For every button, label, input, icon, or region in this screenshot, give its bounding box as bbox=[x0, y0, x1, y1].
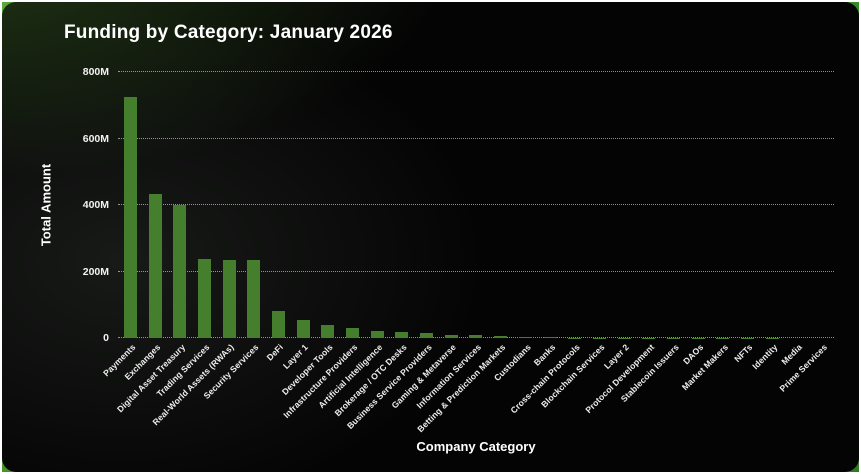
bar-slot: Brokerage / OTC Desks bbox=[333, 72, 415, 418]
category-label: NFTs bbox=[732, 342, 755, 365]
bar-slot: Blockchain Services bbox=[539, 72, 612, 410]
x-axis-label: Company Category bbox=[416, 439, 536, 454]
bar-slot: Exchanges bbox=[122, 72, 168, 382]
bar bbox=[321, 325, 335, 338]
bar-series: Payments Exchanges Digital Asset Treasury T… bbox=[101, 72, 834, 434]
bar bbox=[395, 332, 409, 338]
bar-slot: Information Services bbox=[414, 72, 489, 411]
bar bbox=[148, 194, 162, 338]
bar bbox=[173, 205, 187, 338]
y-tick-label: 800M bbox=[82, 66, 109, 78]
bar bbox=[346, 328, 360, 338]
bar-slot: Betting & Prediction Markets bbox=[416, 72, 513, 434]
bar-slot: Gaming & Metaverse bbox=[390, 72, 464, 410]
bar-slot: DAOs bbox=[681, 72, 711, 366]
bar bbox=[271, 311, 285, 338]
bar-slot: Security Services bbox=[202, 72, 266, 401]
bar-slot: Stablecoin Issuers bbox=[618, 72, 686, 404]
bar bbox=[518, 337, 532, 338]
gridline bbox=[118, 71, 834, 72]
bar-slot: Banks bbox=[531, 72, 563, 368]
bar bbox=[469, 335, 483, 338]
bar-slot: Prime Services bbox=[777, 72, 834, 394]
y-axis-label: Total Amount bbox=[38, 163, 54, 247]
bar bbox=[222, 259, 236, 338]
bar-slot: Layer 1 bbox=[281, 72, 316, 371]
bar-slot: Trading Services bbox=[155, 72, 217, 399]
bar-slot: NFTs bbox=[733, 72, 760, 364]
bar-slot: Identity bbox=[750, 72, 785, 371]
chart-title: Funding by Category: January 2026 bbox=[64, 22, 393, 43]
gridline bbox=[118, 204, 834, 205]
bar-slot: Developer Tools bbox=[280, 72, 341, 397]
bar-slot: Layer 2 bbox=[602, 72, 637, 371]
bar bbox=[296, 320, 310, 338]
category-label: Identity bbox=[750, 342, 780, 372]
y-tick-label: 200M bbox=[82, 265, 109, 278]
category-label: DeFi bbox=[265, 342, 286, 363]
bar-slot: Digital Asset Treasury bbox=[115, 72, 192, 414]
bar-slot: Media bbox=[779, 72, 810, 367]
bar bbox=[494, 336, 508, 338]
bar bbox=[543, 337, 557, 338]
y-tick-label: 600M bbox=[82, 132, 109, 145]
plot-area: 0 200M 400M 600M 800M Payments Exchanges Digit… bbox=[83, 66, 834, 434]
bar-slot: Protocol Development bbox=[583, 72, 661, 415]
y-tick-label: 0 bbox=[103, 332, 109, 344]
gridline bbox=[118, 270, 834, 272]
bar-slot: Infrastructure Providers bbox=[282, 72, 365, 420]
bar bbox=[370, 330, 384, 338]
y-tick-label: 400M bbox=[82, 199, 109, 211]
bar-slot: Cross-chain Protocols bbox=[508, 72, 587, 415]
bar-slot: Real-World Assets (RWAs) bbox=[151, 72, 242, 427]
bar-slot: Payments bbox=[101, 72, 143, 378]
bar-slot: Market Makers bbox=[680, 72, 736, 392]
bar-slot: Artificial Intelligence bbox=[316, 72, 390, 410]
bar-slot: DeFi bbox=[265, 72, 291, 363]
bar-slot: Custodians bbox=[492, 72, 538, 383]
bar bbox=[197, 258, 211, 338]
bar bbox=[420, 333, 434, 338]
gridline bbox=[118, 137, 834, 139]
bar-slot: Business Service Providers bbox=[345, 72, 439, 431]
bar bbox=[123, 96, 137, 338]
bar bbox=[247, 259, 261, 338]
bar bbox=[444, 334, 458, 338]
